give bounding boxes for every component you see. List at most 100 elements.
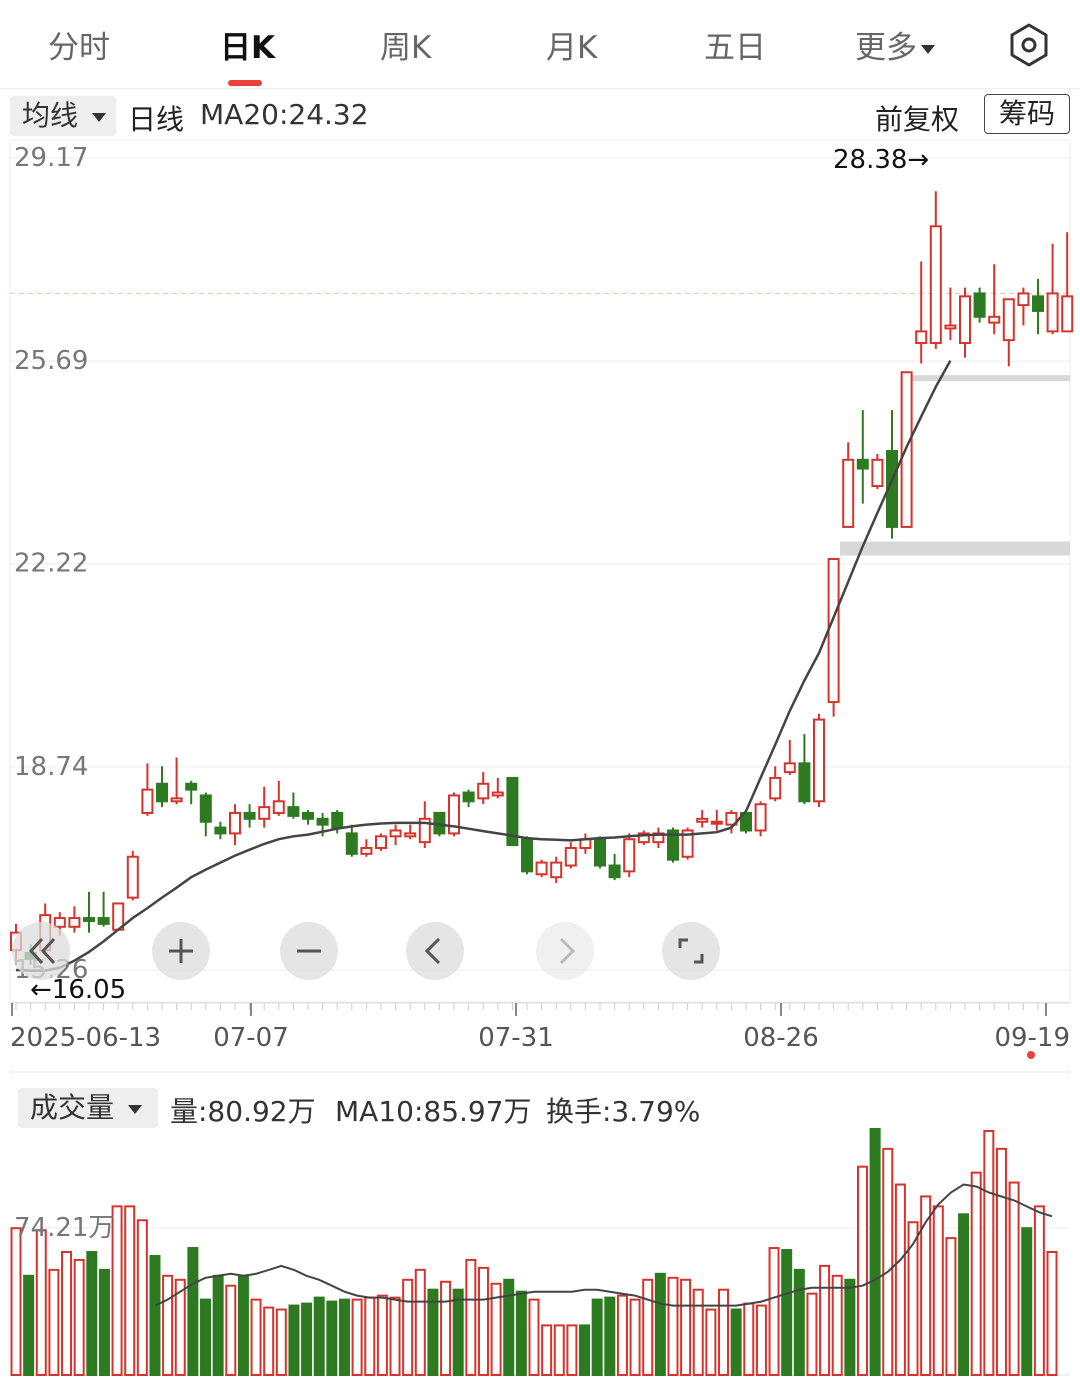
- candle-up: [448, 794, 460, 835]
- volume-bar-up: [402, 1278, 414, 1376]
- kline-chart[interactable]: 29.1725.6922.2218.7415.2628.38→←16.05202…: [0, 0, 1080, 1070]
- volume-bar-up: [73, 1258, 85, 1376]
- chevron-down-icon: [921, 45, 935, 54]
- volume-bar-up: [768, 1247, 780, 1376]
- tab-weekly-k[interactable]: 周K: [380, 30, 432, 66]
- candle-down: [798, 762, 811, 803]
- volume-bar-down: [844, 1278, 856, 1376]
- volume-select-label: 成交量: [30, 1091, 115, 1124]
- tab-minute[interactable]: 分时: [48, 30, 110, 66]
- candle-up: [637, 832, 650, 844]
- volume-ma10-line: [154, 1183, 1053, 1307]
- pan-right-button[interactable]: [536, 922, 594, 980]
- volume-bar-up: [831, 1274, 843, 1376]
- hexagon-gear-icon[interactable]: [1006, 22, 1052, 68]
- candle-up: [535, 861, 548, 876]
- volume-bar-up: [376, 1294, 388, 1376]
- volume-bar-down: [730, 1308, 742, 1376]
- volume-bar-up: [35, 1229, 47, 1376]
- candle-up: [710, 820, 723, 825]
- y-tick-label: 18.74: [14, 752, 88, 782]
- volume-bar-up: [48, 1268, 60, 1377]
- volume-bar-down: [591, 1298, 603, 1377]
- volume-bar-up: [465, 1258, 477, 1376]
- candle-down: [608, 864, 621, 879]
- volume-bar-down: [604, 1296, 616, 1376]
- candle-up: [53, 917, 66, 928]
- candle-up: [491, 791, 504, 797]
- zoom-out-button[interactable]: [280, 922, 338, 980]
- volume-bar-down: [187, 1247, 199, 1376]
- pan-left-button[interactable]: [406, 922, 464, 980]
- candle-up: [842, 458, 855, 528]
- volume-bar-up: [819, 1264, 831, 1376]
- candle-up: [754, 803, 767, 832]
- volume-bar-up: [692, 1288, 704, 1377]
- fullscreen-icon: [678, 938, 704, 964]
- volume-bar-up: [541, 1324, 553, 1376]
- tab-monthly-k[interactable]: 月K: [546, 30, 598, 66]
- volume-bar-down: [515, 1290, 527, 1376]
- volume-bar-up: [629, 1298, 641, 1377]
- volume-bar-down: [958, 1213, 970, 1376]
- y-tick-label: 22.22: [14, 549, 88, 579]
- candle-up: [623, 838, 636, 873]
- chip-distribution-button[interactable]: 筹码: [984, 94, 1070, 134]
- candle-down: [97, 917, 110, 925]
- candle-up: [988, 315, 1001, 324]
- y-tick-label: 25.69: [14, 346, 88, 376]
- candle-up: [1046, 292, 1059, 333]
- volume-y-tick-label: 74.21万: [14, 1213, 114, 1243]
- candle-down: [594, 838, 606, 867]
- volume-bar-up: [61, 1251, 73, 1376]
- volume-bar-up: [894, 1183, 906, 1376]
- candle-down: [1032, 295, 1044, 312]
- candle-down: [973, 292, 986, 318]
- volume-bar-up: [528, 1298, 540, 1377]
- high-price-label: 28.38→: [833, 145, 929, 175]
- candle-up: [1017, 292, 1030, 307]
- candle-down: [185, 782, 198, 791]
- volume-bar-down: [793, 1268, 805, 1377]
- candle-up: [564, 846, 577, 867]
- turnover-value: 换手:3.79%: [546, 1095, 701, 1128]
- candle-up: [959, 295, 971, 345]
- tab-daily-k[interactable]: 日K: [220, 30, 276, 66]
- volume-bar-up: [174, 1278, 186, 1376]
- candle-up: [126, 855, 139, 899]
- candle-up: [229, 811, 241, 835]
- tab-five-day[interactable]: 五日: [704, 30, 766, 66]
- volume-bar-up: [1008, 1181, 1020, 1377]
- candle-up: [696, 817, 709, 823]
- candle-up: [813, 718, 825, 803]
- volume-bar-down: [313, 1296, 325, 1376]
- volume-bar-down: [427, 1288, 439, 1377]
- volume-bar-down: [200, 1298, 212, 1377]
- scroll-start-button[interactable]: [12, 922, 70, 980]
- candle-down: [287, 806, 300, 817]
- active-tab-indicator: [228, 80, 262, 86]
- volume-bar-up: [995, 1147, 1007, 1377]
- price-adjust-toggle[interactable]: 前复权: [875, 103, 960, 136]
- candle-down: [302, 811, 314, 820]
- candle-down: [856, 458, 869, 470]
- ma20-line: [15, 359, 952, 972]
- volume-bar-up: [882, 1147, 894, 1377]
- fullscreen-button[interactable]: [662, 922, 720, 980]
- volume-bar-up: [1033, 1205, 1045, 1376]
- zoom-in-button[interactable]: [152, 922, 210, 980]
- candle-down: [462, 791, 475, 803]
- volume-bar-up: [566, 1324, 578, 1376]
- tab-more[interactable]: 更多: [855, 22, 935, 67]
- volume-bar-down: [338, 1298, 350, 1377]
- candle-up: [375, 835, 387, 849]
- candle-up: [915, 330, 928, 345]
- volume-indicator-select[interactable]: 成交量: [18, 1088, 158, 1128]
- chevron-down-icon: [128, 1104, 143, 1114]
- x-tick-label: 07-07: [213, 1023, 289, 1053]
- indicator-select[interactable]: 均线: [10, 96, 116, 136]
- volume-bar-up: [136, 1219, 148, 1376]
- candle-up: [170, 797, 183, 803]
- volume-bar-up: [920, 1195, 932, 1377]
- volume-value: 量:80.92万: [170, 1095, 316, 1128]
